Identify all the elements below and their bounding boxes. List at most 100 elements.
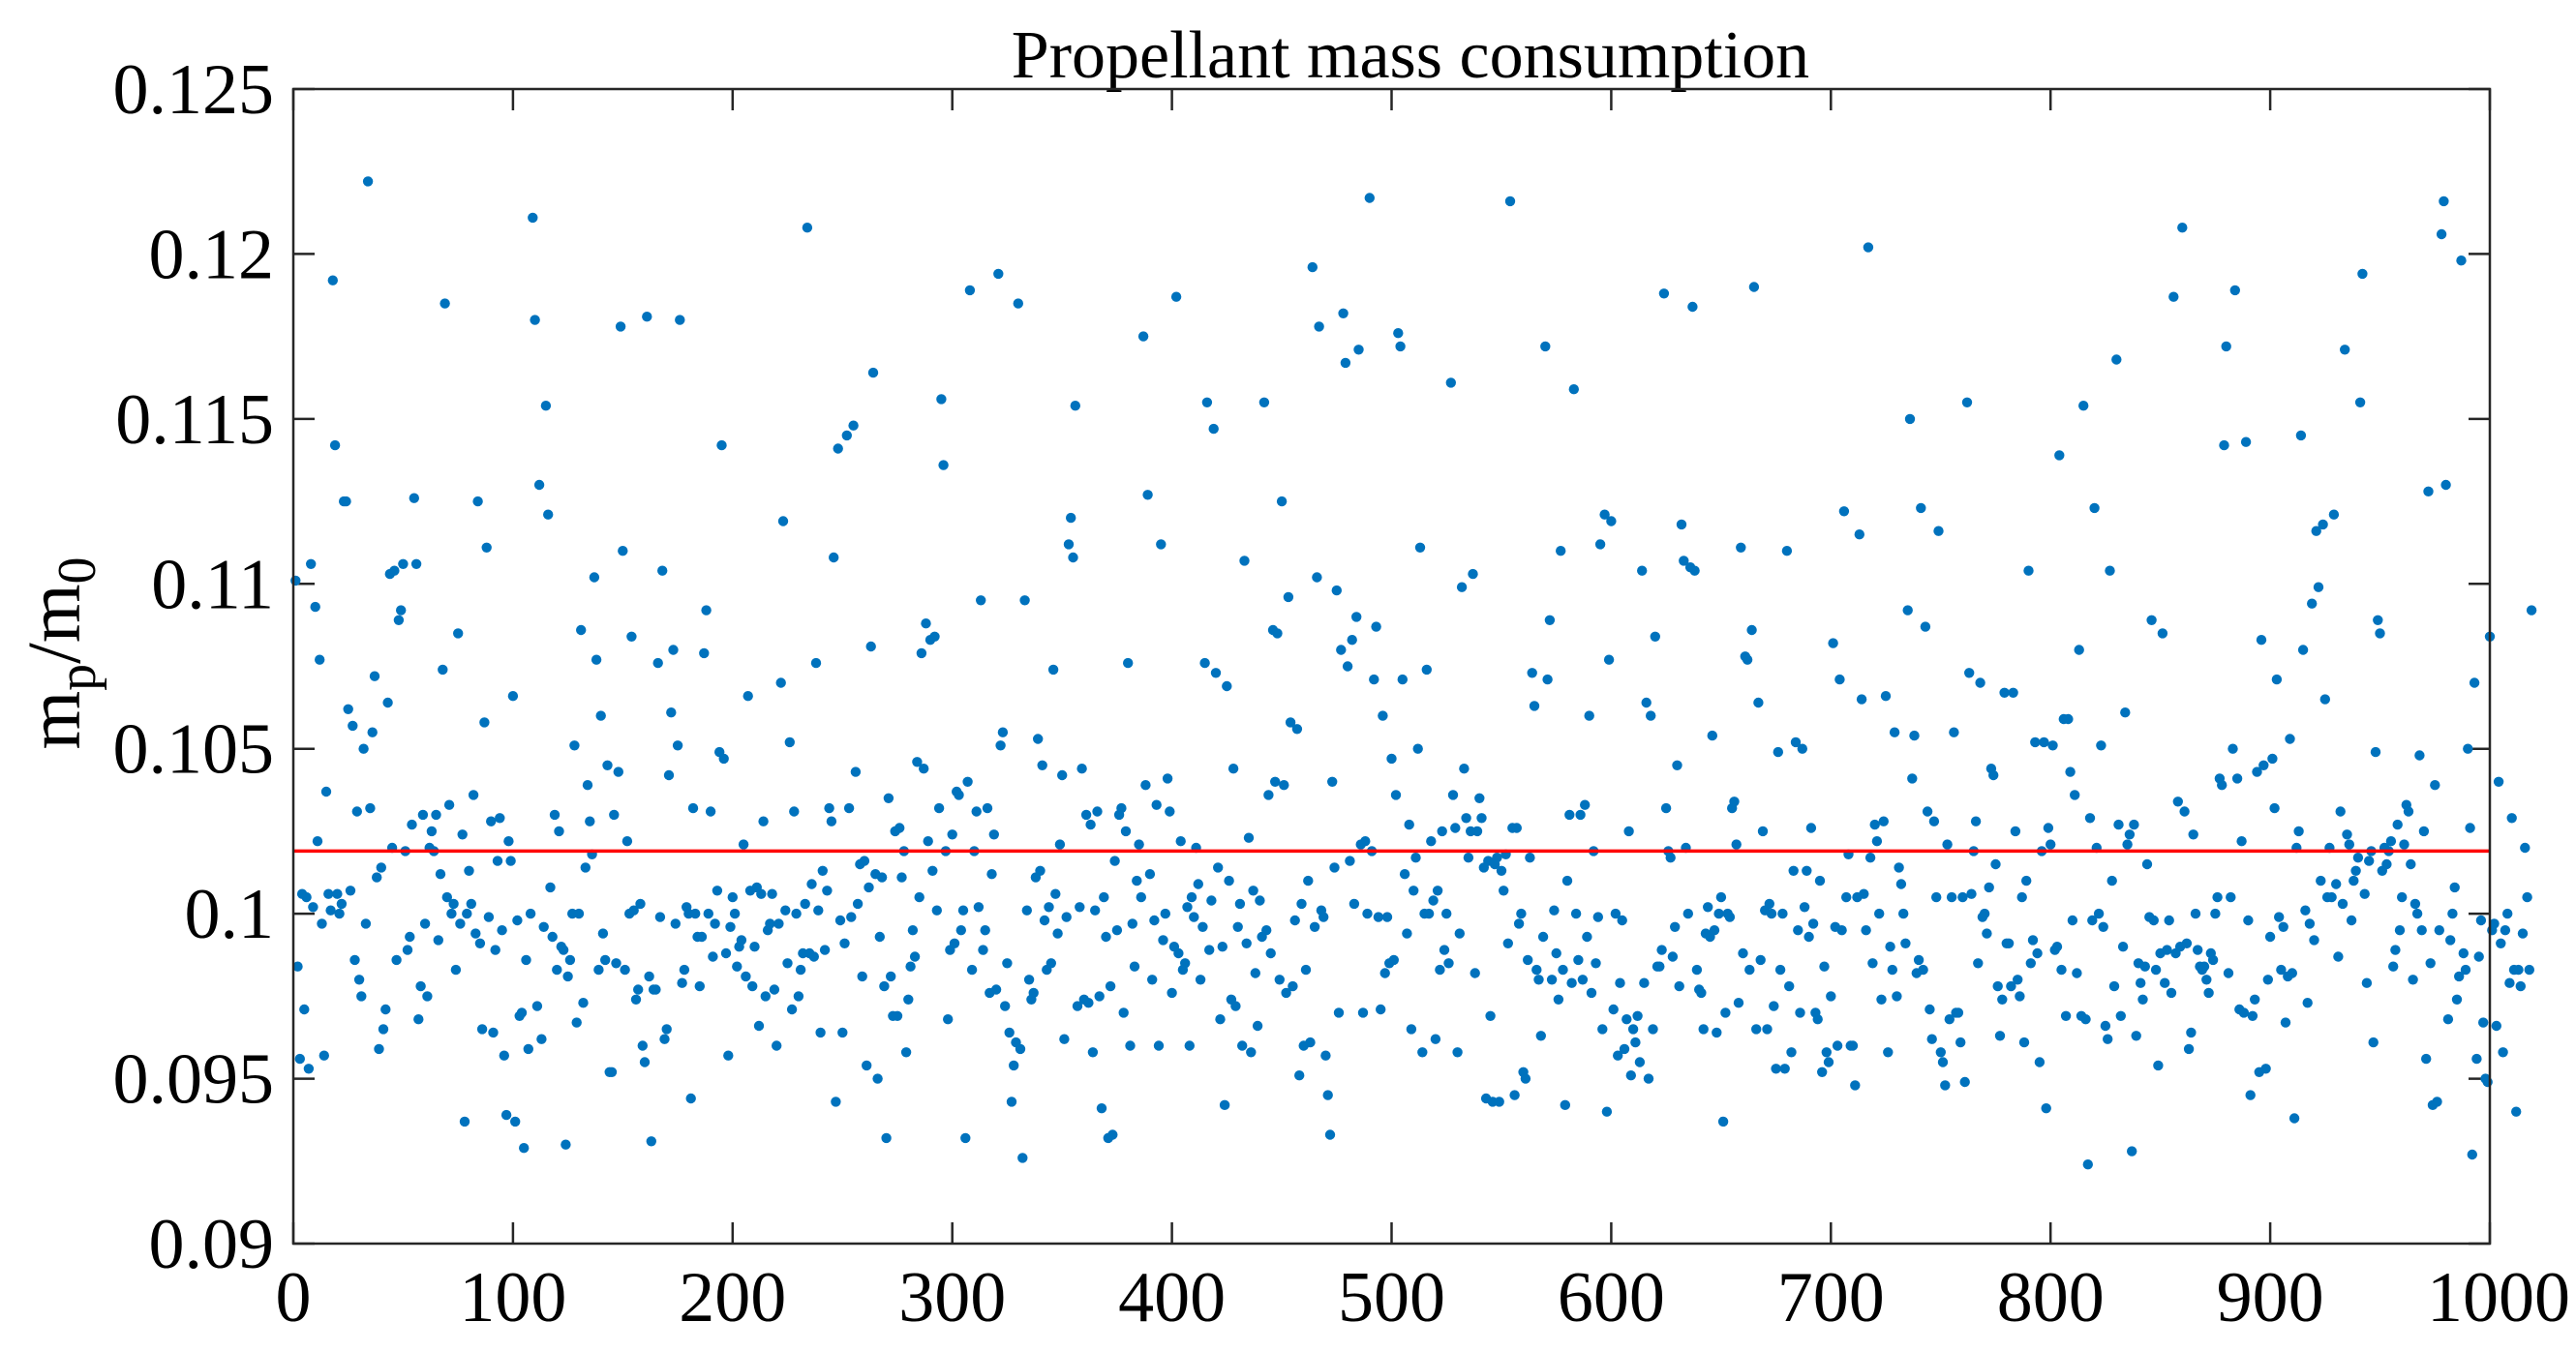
data-point [2522,891,2532,903]
data-point [767,888,777,899]
y-axis-label-base: m [12,691,96,750]
data-point [980,925,990,936]
y-axis-ticks: 0.09 0.095 0.1 0.105 0.11 0.115 0.12 0.125 [113,50,2490,1284]
data-point [1239,556,1250,566]
data-point [1033,734,1044,744]
data-point [1496,865,1507,876]
data-point [2287,968,2297,978]
data-point [1153,1040,1165,1051]
data-point [1351,612,1362,622]
data-point [1863,242,1874,253]
data-point [1854,529,1865,540]
data-point [1802,865,1812,876]
data-point [1606,516,1617,526]
data-point [2212,891,2223,903]
data-point [791,908,802,919]
data-point [1201,397,1213,407]
data-point [2124,829,2136,840]
data-point [1513,918,1525,929]
data-point [2408,975,2418,985]
data-point [2105,565,2115,576]
data-point [784,736,795,748]
data-point [1357,1007,1369,1018]
data-point [1762,1024,1773,1035]
data-point [747,980,758,992]
data-point [839,938,850,948]
data-point [2210,908,2221,919]
data-point [1070,401,1081,411]
data-point [1147,975,1158,985]
data-point [2240,436,2252,447]
data-point [2054,450,2065,461]
data-point [2403,806,2414,817]
data-point [1560,1099,1571,1111]
data-point [1324,1129,1336,1140]
data-point [1894,862,1904,873]
data-point [753,1020,765,1032]
data-point [2300,905,2311,916]
data-point [2465,823,2475,833]
data-point [372,872,382,883]
data-point [1085,819,1096,830]
data-point [2065,766,2076,777]
data-point [1248,886,1258,896]
data-point [2179,806,2190,817]
data-point [800,898,810,910]
data-point [2342,829,2352,840]
data-point [1288,980,1298,992]
data-point [2473,951,2484,962]
data-point [1327,776,1338,787]
data-point [507,691,519,702]
data-point [2288,1113,2300,1124]
data-point [1774,964,1786,976]
data-point [455,918,466,929]
data-point [2475,915,2487,926]
data-point [1044,902,1054,913]
data-point [1134,839,1144,850]
data-point [1504,195,1516,207]
data-point [1276,496,1288,507]
data-point [2168,291,2179,302]
data-point [2361,977,2373,988]
data-point [367,727,378,737]
data-point [1250,968,1261,978]
data-point [1307,261,1318,273]
data-point [1582,931,1592,943]
data-point [1788,865,1799,876]
data-point [2456,255,2467,266]
data-point [2226,891,2236,903]
data-point [1973,958,1984,969]
data-point [2043,823,2054,833]
data-point [1918,964,1928,976]
data-point [1454,928,1466,939]
data-point [2434,925,2444,936]
data-point [1777,908,1788,919]
data-point [1173,947,1184,959]
data-point [497,925,507,936]
data-point [663,769,675,781]
data-point [1823,1057,1834,1067]
data-point [2074,645,2084,655]
data-point [1213,862,1224,873]
data-point [2157,628,2168,639]
data-point [1964,668,1975,678]
data-point [834,915,846,926]
data-point [549,809,561,821]
data-point [741,971,751,982]
data-point [1006,1097,1017,1107]
data-point [1516,908,1527,919]
data-point [1623,826,1634,837]
data-point [1729,796,1740,807]
data-point [2115,1010,2126,1022]
data-point [1197,921,1208,932]
data-point [903,994,914,1006]
data-point [1432,886,1443,896]
data-point [1222,680,1232,692]
data-point [2227,743,2238,754]
data-point [1542,674,1553,685]
data-point [2409,898,2421,910]
data-point [315,654,325,665]
x-tick-label: 400 [1118,1258,1226,1337]
data-point [561,1139,571,1150]
